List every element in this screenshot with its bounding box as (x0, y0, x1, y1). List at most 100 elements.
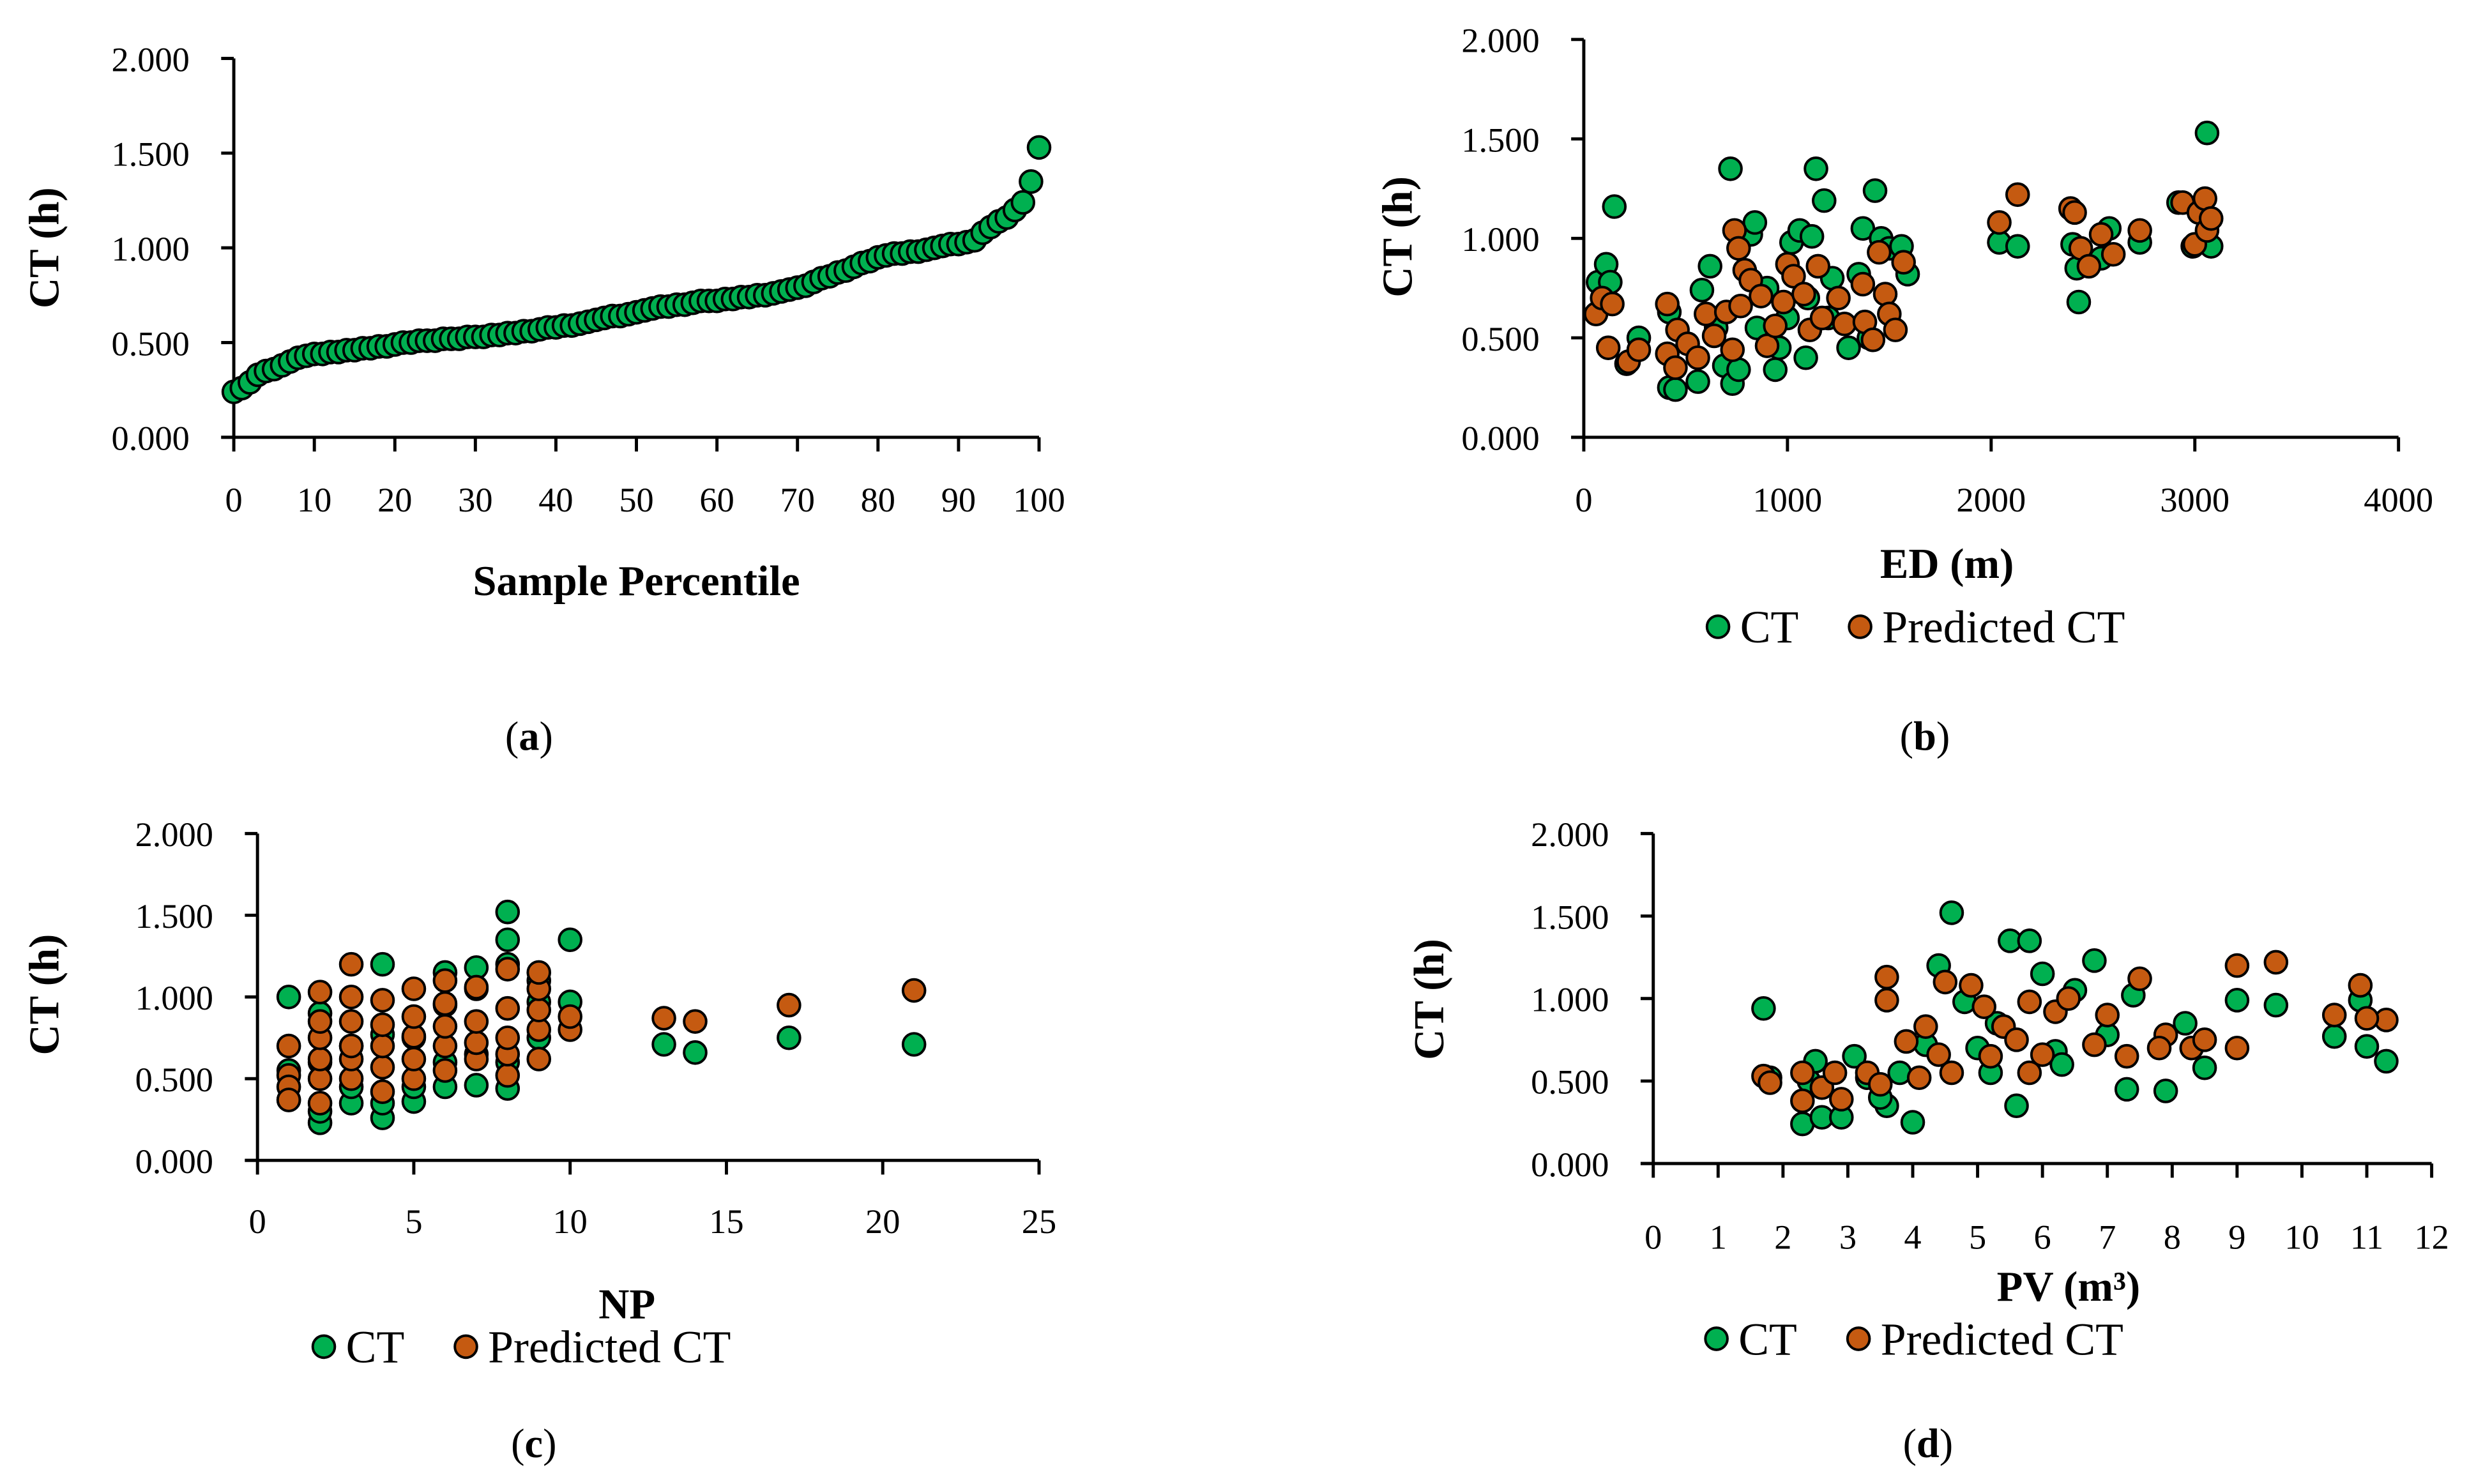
data-point (2127, 966, 2152, 992)
data-point (1698, 254, 1722, 279)
data-point (1685, 345, 1710, 370)
data-point (338, 1009, 364, 1034)
data-point (2017, 928, 2042, 953)
data-point (2348, 973, 2373, 998)
data-point (2030, 1042, 2055, 1067)
data-point (1987, 210, 2012, 235)
data-point (1771, 289, 1796, 315)
chart-a: 0.000 0.500 1.000 1.500 2.000 0 10 20 30 40 50 60 70… (22, 40, 1065, 759)
data-point (1805, 254, 1830, 279)
data-point (1689, 278, 1715, 303)
data-point (2198, 206, 2224, 231)
x-tick-label: 10 (553, 1202, 588, 1241)
series-ct (221, 135, 1052, 404)
data-point (1019, 169, 1044, 194)
data-point (1862, 178, 1888, 203)
data-point (901, 978, 927, 1003)
data-point (1763, 314, 1788, 338)
x-tick-label: 25 (1022, 1202, 1056, 1241)
data-point (307, 980, 333, 1004)
data-point (2194, 120, 2220, 146)
x-tick-label: 10 (297, 481, 331, 519)
x-tick-label: 10 (2284, 1218, 2319, 1257)
y-axis-title: CT (h) (22, 187, 68, 308)
x-tick-label: 9 (2228, 1218, 2245, 1257)
data-point (651, 1006, 676, 1031)
data-point (1959, 973, 1984, 998)
data-point (370, 1079, 395, 1104)
data-point (2005, 234, 2030, 259)
series-predicted-ct (276, 951, 927, 1116)
data-point (1971, 994, 1997, 1019)
x-tick-label: 0 (1644, 1218, 1662, 1257)
legend-label: CT (1740, 602, 1799, 653)
data-point (1926, 1042, 1951, 1067)
legend: CT Predicted CT (311, 1322, 731, 1373)
data-point (2082, 1032, 2107, 1057)
legend-label: Predicted CT (1882, 602, 2125, 653)
data-point (495, 1025, 520, 1050)
panel-caption: (c) (511, 1421, 556, 1466)
x-tick-label: 4000 (2364, 481, 2433, 519)
chart-b: 0.000 0.500 1.000 1.500 2.000 0 1000 2000 3000 40… (1374, 22, 2433, 759)
data-point (2321, 1003, 2347, 1027)
data-point (370, 1033, 395, 1059)
data-point (777, 1025, 801, 1050)
data-point (526, 960, 552, 985)
data-point (2192, 1055, 2217, 1080)
data-point (2082, 948, 2107, 973)
data-point (1826, 285, 1851, 311)
data-point (401, 976, 427, 1001)
y-tick-label: 1.000 (135, 979, 213, 1017)
data-point (432, 968, 458, 993)
x-axis-title: NP (598, 1281, 655, 1328)
data-point (2263, 992, 2289, 1018)
data-point (2224, 953, 2250, 978)
y-tick-label: 2.000 (135, 815, 213, 854)
data-point (2004, 1093, 2029, 1118)
x-axis-title: Sample Percentile (473, 558, 800, 605)
x-tick-label: 5 (1969, 1218, 1986, 1257)
data-point (2173, 1011, 2198, 1036)
data-point (464, 1073, 489, 1098)
data-point (2056, 986, 2081, 1011)
x-tick-label: 3000 (2160, 481, 2229, 519)
data-point (2004, 1027, 2029, 1052)
data-point (1836, 335, 1861, 360)
data-point (1933, 969, 1958, 995)
x-tick-label: 40 (538, 481, 573, 519)
y-tick-label: 0.500 (1461, 320, 1539, 358)
data-point (901, 1032, 927, 1057)
data-point (2030, 961, 2055, 987)
data-point (2062, 200, 2087, 225)
y-tick-label: 0.000 (1461, 420, 1539, 458)
legend-label: CT (1738, 1314, 1797, 1365)
data-point (495, 957, 520, 982)
data-point (2354, 1006, 2380, 1031)
data-point (2374, 1049, 2399, 1074)
y-axis-title: CT (h) (1406, 939, 1453, 1060)
data-point (1791, 282, 1816, 307)
y-tick-label: 2.000 (112, 40, 190, 79)
y-tick-label: 1.000 (1531, 981, 1609, 1019)
data-point (1804, 156, 1828, 181)
x-tick-label: 20 (377, 481, 412, 519)
data-point (1900, 1110, 1925, 1135)
data-point (1749, 284, 1773, 308)
series-predicted-ct (1751, 950, 2399, 1114)
y-tick-label: 1.500 (135, 897, 213, 935)
data-point (651, 1032, 676, 1057)
data-point (1860, 327, 1886, 352)
y-tick-label: 2.000 (1531, 815, 1609, 854)
data-point (307, 1091, 333, 1116)
data-point (1799, 223, 1825, 249)
data-point (276, 1087, 301, 1112)
x-tick-label: 5 (405, 1202, 422, 1241)
legend-label: CT (346, 1322, 405, 1373)
panel-caption: (b) (1900, 713, 1950, 759)
data-point (2114, 1077, 2139, 1102)
data-point (1913, 1014, 1938, 1039)
data-point (1867, 239, 1892, 265)
panel-caption: (d) (1903, 1421, 1954, 1466)
